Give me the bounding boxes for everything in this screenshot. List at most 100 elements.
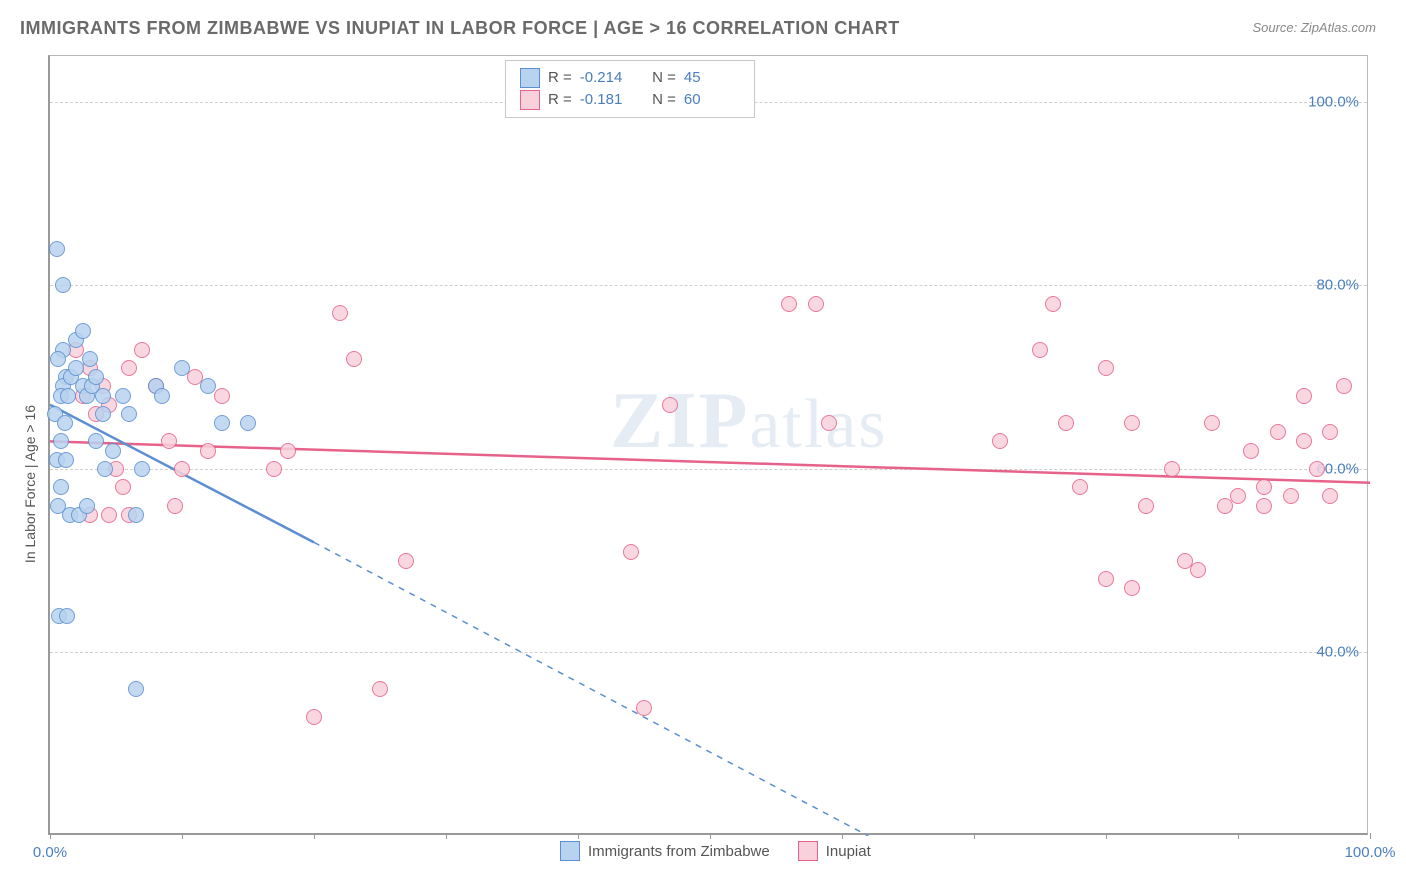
data-point — [200, 378, 216, 394]
data-point — [53, 479, 69, 495]
data-point — [1032, 342, 1048, 358]
data-point — [1309, 461, 1325, 477]
data-point — [97, 461, 113, 477]
data-point — [49, 241, 65, 257]
data-point — [1204, 415, 1220, 431]
x-tick-mark — [182, 833, 183, 839]
data-point — [53, 433, 69, 449]
data-point — [1138, 498, 1154, 514]
legend-n-label: N = — [644, 89, 676, 111]
x-tick-label: 0.0% — [33, 844, 67, 861]
data-point — [280, 443, 296, 459]
data-point — [57, 415, 73, 431]
data-point — [154, 388, 170, 404]
legend-r-label: R = — [548, 67, 572, 89]
data-point — [88, 369, 104, 385]
data-point — [134, 461, 150, 477]
data-point — [101, 507, 117, 523]
y-tick-label: 40.0% — [1316, 644, 1359, 661]
data-point — [1164, 461, 1180, 477]
data-point — [306, 709, 322, 725]
data-point — [1098, 571, 1114, 587]
legend-swatch — [520, 68, 540, 88]
data-point — [1270, 424, 1286, 440]
x-tick-mark — [50, 833, 51, 839]
data-point — [134, 342, 150, 358]
data-point — [1072, 479, 1088, 495]
data-point — [1256, 498, 1272, 514]
data-point — [75, 323, 91, 339]
x-tick-mark — [710, 833, 711, 839]
watermark: ZIPatlas — [610, 376, 888, 467]
x-tick-mark — [974, 833, 975, 839]
data-point — [88, 433, 104, 449]
data-point — [128, 681, 144, 697]
data-point — [1098, 360, 1114, 376]
data-point — [214, 388, 230, 404]
data-point — [398, 553, 414, 569]
data-point — [808, 296, 824, 312]
x-tick-mark — [314, 833, 315, 839]
data-point — [240, 415, 256, 431]
legend-series-name: Inupiat — [826, 843, 871, 860]
data-point — [821, 415, 837, 431]
data-point — [623, 544, 639, 560]
data-point — [1283, 488, 1299, 504]
x-tick-mark — [1106, 833, 1107, 839]
data-point — [781, 296, 797, 312]
legend-swatch — [798, 841, 818, 861]
legend-row: R = -0.181 N = 60 — [520, 89, 740, 111]
data-point — [115, 479, 131, 495]
legend-r-value: -0.214 — [580, 67, 636, 89]
legend-swatch — [560, 841, 580, 861]
data-point — [1045, 296, 1061, 312]
data-point — [121, 360, 137, 376]
data-point — [105, 443, 121, 459]
legend-item: Immigrants from Zimbabwe — [560, 841, 770, 861]
gridline — [50, 285, 1367, 286]
legend-row: R = -0.214 N = 45 — [520, 67, 740, 89]
data-point — [1058, 415, 1074, 431]
data-point — [1190, 562, 1206, 578]
data-point — [58, 452, 74, 468]
data-point — [59, 608, 75, 624]
legend-n-value: 60 — [684, 89, 740, 111]
y-tick-label: 80.0% — [1316, 277, 1359, 294]
x-tick-mark — [446, 833, 447, 839]
x-tick-label: 100.0% — [1345, 844, 1396, 861]
data-point — [266, 461, 282, 477]
legend-n-label: N = — [644, 67, 676, 89]
trend-lines — [50, 56, 1370, 836]
data-point — [121, 406, 137, 422]
data-point — [128, 507, 144, 523]
data-point — [1322, 424, 1338, 440]
data-point — [1336, 378, 1352, 394]
legend-r-value: -0.181 — [580, 89, 636, 111]
data-point — [1256, 479, 1272, 495]
x-tick-mark — [578, 833, 579, 839]
x-tick-mark — [1370, 833, 1371, 839]
data-point — [992, 433, 1008, 449]
legend-item: Inupiat — [798, 841, 871, 861]
data-point — [636, 700, 652, 716]
legend-n-value: 45 — [684, 67, 740, 89]
correlation-legend: R = -0.214 N = 45R = -0.181 N = 60 — [505, 60, 755, 118]
data-point — [1243, 443, 1259, 459]
data-point — [1124, 580, 1140, 596]
data-point — [372, 681, 388, 697]
data-point — [662, 397, 678, 413]
data-point — [214, 415, 230, 431]
y-axis-label: In Labor Force | Age > 16 — [22, 405, 38, 563]
data-point — [167, 498, 183, 514]
series-legend: Immigrants from Zimbabwe Inupiat — [560, 841, 871, 861]
data-point — [55, 277, 71, 293]
chart-title: IMMIGRANTS FROM ZIMBABWE VS INUPIAT IN L… — [20, 18, 900, 39]
x-tick-mark — [842, 833, 843, 839]
data-point — [82, 351, 98, 367]
data-point — [95, 388, 111, 404]
data-point — [174, 461, 190, 477]
data-point — [95, 406, 111, 422]
scatter-plot-area: 40.0%60.0%80.0%100.0%0.0%100.0%ZIPatlasR… — [48, 55, 1368, 835]
x-tick-mark — [1238, 833, 1239, 839]
legend-r-label: R = — [548, 89, 572, 111]
